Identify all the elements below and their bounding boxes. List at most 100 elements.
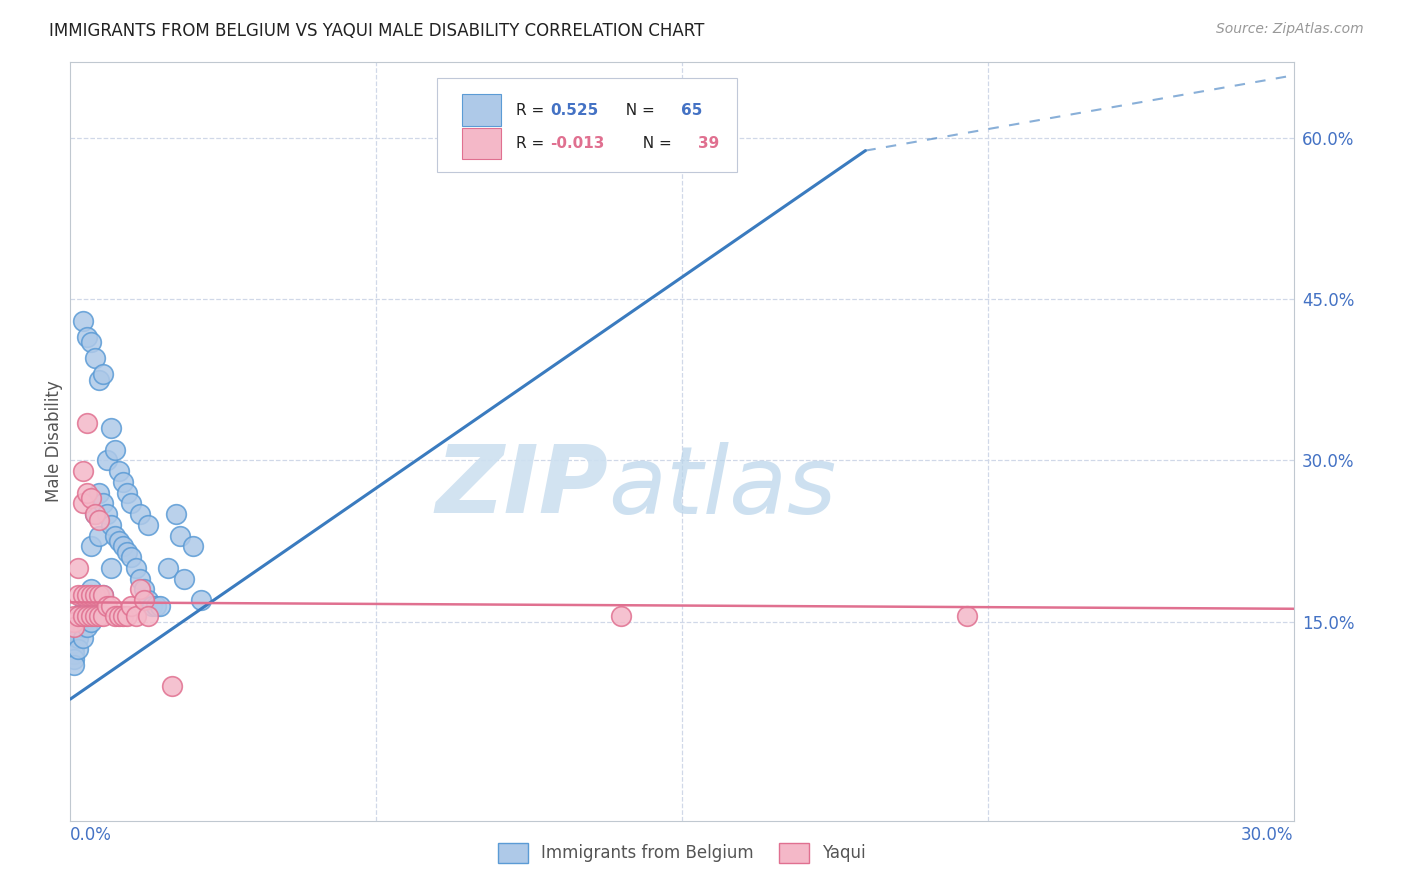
Point (83, 507, 105, 521)
Point (136, 517, 159, 532)
Point (128, 507, 150, 521)
Point (76, 604, 98, 618)
Text: ZIP: ZIP (436, 441, 609, 533)
Point (67, 631, 90, 645)
Point (83, 588, 105, 602)
Point (136, 609, 159, 624)
Point (67, 588, 90, 602)
Point (83, 351, 105, 366)
Point (87, 485, 110, 500)
Point (91, 368, 114, 382)
Point (79, 491, 103, 505)
FancyBboxPatch shape (461, 128, 501, 160)
Point (104, 609, 127, 624)
Point (87, 512, 110, 526)
Point (91, 496, 114, 510)
Point (169, 528, 191, 542)
Point (79, 615, 103, 629)
Point (63, 609, 86, 624)
Point (121, 550, 143, 565)
Point (136, 593, 159, 607)
Point (67, 609, 90, 624)
Point (76, 588, 98, 602)
Point (91, 588, 114, 602)
Point (100, 421, 122, 435)
FancyBboxPatch shape (461, 95, 501, 126)
Point (157, 561, 180, 575)
Point (76, 485, 98, 500)
Point (63, 641, 86, 656)
Point (87, 528, 110, 542)
Legend: Immigrants from Belgium, Yaqui: Immigrants from Belgium, Yaqui (491, 837, 873, 869)
Point (100, 599, 122, 613)
Point (124, 609, 146, 624)
Point (100, 517, 122, 532)
Point (190, 593, 212, 607)
Point (72, 313, 94, 327)
Point (162, 679, 183, 693)
Point (79, 334, 103, 349)
Point (63, 647, 86, 661)
Point (117, 609, 139, 624)
Point (121, 496, 143, 510)
Point (117, 545, 139, 559)
Point (67, 561, 90, 575)
Text: 39: 39 (697, 136, 718, 151)
FancyBboxPatch shape (437, 78, 737, 172)
Point (104, 442, 127, 457)
Point (72, 496, 94, 510)
Text: R =: R = (516, 136, 548, 151)
Point (76, 416, 98, 430)
Text: -0.013: -0.013 (550, 136, 605, 151)
Point (112, 609, 135, 624)
Point (76, 329, 98, 343)
Point (83, 604, 105, 618)
Point (145, 599, 167, 613)
Point (87, 373, 110, 387)
Point (173, 572, 195, 586)
Point (128, 582, 150, 597)
Point (72, 631, 94, 645)
Point (91, 609, 114, 624)
Text: 65: 65 (681, 103, 702, 118)
Point (96, 507, 118, 521)
Point (83, 609, 105, 624)
Point (67, 620, 90, 634)
Point (128, 572, 150, 586)
Point (67, 609, 90, 624)
Point (132, 582, 155, 597)
Point (100, 561, 122, 575)
Point (79, 540, 103, 554)
Point (181, 540, 204, 554)
Point (108, 534, 131, 549)
Text: N =: N = (633, 136, 676, 151)
Point (108, 609, 131, 624)
Text: IMMIGRANTS FROM BELGIUM VS YAQUI MALE DISABILITY CORRELATION CHART: IMMIGRANTS FROM BELGIUM VS YAQUI MALE DI… (49, 22, 704, 40)
Point (72, 604, 94, 618)
Point (67, 625, 90, 640)
Y-axis label: Male Disability: Male Disability (45, 381, 63, 502)
Point (112, 475, 135, 489)
Point (72, 620, 94, 634)
Point (79, 609, 103, 624)
Point (76, 609, 98, 624)
Point (83, 507, 105, 521)
Text: 30.0%: 30.0% (1241, 826, 1294, 844)
Point (132, 593, 155, 607)
Point (141, 599, 163, 613)
Point (67, 615, 90, 629)
Point (956, 609, 979, 624)
Point (63, 652, 86, 666)
Point (72, 609, 94, 624)
Point (63, 636, 86, 650)
Point (96, 599, 118, 613)
Point (96, 453, 118, 467)
Point (63, 657, 86, 672)
Point (76, 609, 98, 624)
Point (72, 609, 94, 624)
Point (79, 582, 103, 597)
Point (87, 609, 110, 624)
Text: 0.525: 0.525 (550, 103, 598, 118)
Point (108, 464, 131, 478)
Text: atlas: atlas (609, 442, 837, 533)
